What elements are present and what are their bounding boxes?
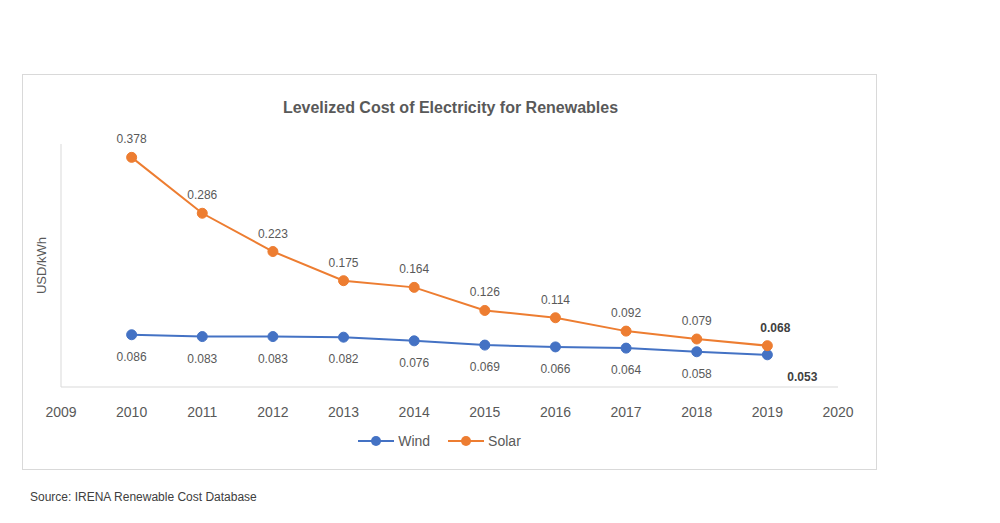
- svg-text:0.175: 0.175: [329, 256, 359, 270]
- svg-text:0.076: 0.076: [399, 356, 429, 370]
- svg-text:2012: 2012: [257, 404, 288, 420]
- svg-text:2020: 2020: [822, 404, 853, 420]
- svg-text:0.053: 0.053: [787, 370, 817, 384]
- svg-text:0.082: 0.082: [329, 352, 359, 366]
- svg-text:2016: 2016: [540, 404, 571, 420]
- svg-text:2014: 2014: [399, 404, 430, 420]
- svg-text:2010: 2010: [116, 404, 147, 420]
- svg-text:0.068: 0.068: [760, 321, 790, 335]
- svg-text:0.223: 0.223: [258, 227, 288, 241]
- svg-text:0.064: 0.064: [611, 363, 641, 377]
- svg-text:0.079: 0.079: [682, 314, 712, 328]
- svg-text:0.092: 0.092: [611, 306, 641, 320]
- svg-text:USD/kWh: USD/kWh: [34, 237, 49, 294]
- svg-text:0.069: 0.069: [470, 360, 500, 374]
- svg-text:0.378: 0.378: [117, 132, 147, 146]
- svg-text:2013: 2013: [328, 404, 359, 420]
- html-text:Source: IRENA Renewable Cost D: Source: IRENA Renewable Cost Database: [30, 490, 257, 504]
- svg-text:0.058: 0.058: [682, 367, 712, 381]
- svg-text:2019: 2019: [752, 404, 783, 420]
- svg-text:0.164: 0.164: [399, 262, 429, 276]
- svg-text:2017: 2017: [611, 404, 642, 420]
- svg-text:2018: 2018: [681, 404, 712, 420]
- svg-text:0.126: 0.126: [470, 285, 500, 299]
- svg-text:2009: 2009: [45, 404, 76, 420]
- html-text:Levelized Cost of Electricity: Levelized Cost of Electricity for Renewa…: [282, 99, 619, 116]
- svg-text:0.083: 0.083: [258, 352, 288, 366]
- svg-text:0.286: 0.286: [187, 188, 217, 202]
- svg-text:0.114: 0.114: [541, 293, 570, 307]
- svg-text:0.086: 0.086: [117, 350, 147, 364]
- svg-text:2011: 2011: [187, 404, 217, 420]
- svg-text:2015: 2015: [469, 404, 500, 420]
- svg-text:0.066: 0.066: [540, 362, 570, 376]
- html-text:Wind: Wind: [398, 433, 431, 449]
- html-text:Solar: Solar: [488, 433, 521, 449]
- svg-text:0.083: 0.083: [187, 352, 217, 366]
